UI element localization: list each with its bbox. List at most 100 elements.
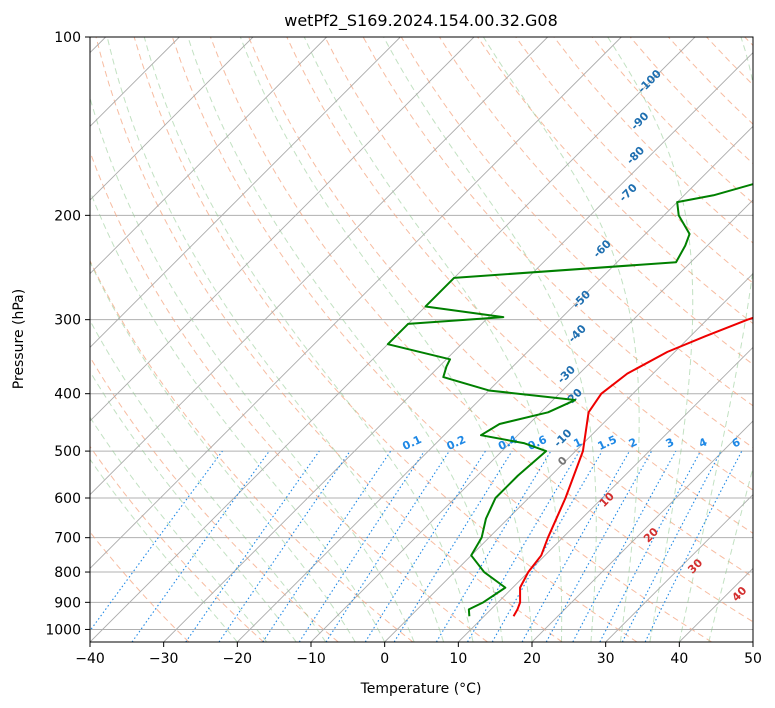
- moist-adiabat-line: [607, 37, 694, 642]
- x-axis-ticks: −40 −30 −20 −10 0 10 20 30 40 50: [75, 642, 762, 667]
- moist-adiabat-line: [90, 370, 297, 642]
- dry-adiabat-line: [591, 37, 753, 204]
- mixing-ratio-label: 3: [664, 435, 676, 450]
- dry-adiabat-label: -50: [570, 288, 593, 311]
- mixing-ratio-line: [325, 450, 450, 642]
- dry-adiabat-line: [248, 37, 753, 578]
- mixing-ratio-line: [185, 450, 320, 642]
- mixing-ratio-line: [364, 450, 486, 642]
- x-tick-label: 0: [380, 651, 389, 667]
- dry-adiabat-line: [90, 356, 339, 642]
- moist-adiabat-line: [90, 189, 386, 642]
- x-tick-label: −30: [149, 651, 179, 667]
- moist-adiabat-line: [90, 458, 238, 642]
- dry-adiabat-line: [515, 37, 753, 284]
- y-tick-label: 1000: [45, 622, 81, 638]
- x-tick-label: 20: [523, 651, 541, 667]
- moist-adiabat-label: 0: [555, 454, 570, 469]
- x-tick-label: 50: [744, 651, 762, 667]
- moist-adiabats: [90, 37, 753, 642]
- mixing-ratio-label: 2: [627, 435, 639, 450]
- isotherm-line: [90, 37, 327, 275]
- isotherm-line: [90, 37, 401, 348]
- y-tick-label: 200: [54, 208, 81, 224]
- isotherm-line: [163, 52, 753, 642]
- moist-adiabat-line: [678, 37, 753, 642]
- isotherm-line: [679, 567, 753, 642]
- mixing-ratio-line: [90, 450, 223, 632]
- y-axis-label: Pressure (hPa): [11, 289, 27, 389]
- dry-adiabat-line: [90, 445, 264, 642]
- dry-adiabats: [90, 37, 753, 642]
- mixing-ratio-line: [393, 450, 513, 642]
- isotherm-line: [458, 346, 753, 642]
- dry-adiabat-label: -70: [617, 181, 640, 204]
- dry-adiabat-line: [210, 37, 753, 623]
- dewpoint-profile-line: [386, 183, 753, 617]
- moist-adiabat-label: 40: [729, 584, 749, 604]
- dry-adiabat-label: -60: [591, 237, 614, 260]
- y-tick-label: 500: [54, 444, 81, 460]
- y-tick-label: 600: [54, 491, 81, 507]
- mixing-ratio-line: [262, 450, 392, 642]
- mixing-ratio-label: 1.5: [596, 433, 619, 453]
- y-tick-label: 900: [54, 595, 81, 611]
- moist-adiabat-line: [143, 37, 474, 642]
- mixing-ratio-labels: 0.10.20.40.611.52346810131620253036: [400, 433, 742, 453]
- dry-adiabat-line: [744, 37, 753, 47]
- moist-adiabat-line: [90, 416, 268, 642]
- x-tick-label: 30: [597, 651, 615, 667]
- mixing-ratio-line: [572, 450, 677, 642]
- mixing-ratio-label: 0.2: [445, 433, 468, 453]
- y-axis-ticks: 100 200 300 400 500 600 700 800 900 1000: [45, 30, 90, 638]
- x-tick-label: 40: [670, 651, 688, 667]
- dry-adiabat-line: [133, 37, 638, 642]
- moist-adiabat-line: [90, 319, 327, 642]
- mixing-ratio-lines: [90, 450, 743, 642]
- isotherm-line: [531, 420, 753, 642]
- isotherm-line: [90, 37, 475, 422]
- mixing-ratio-line: [298, 450, 425, 642]
- plot-area: 0.10.20.40.611.52346810131620253036 -100…: [90, 37, 753, 642]
- mixing-ratio-label: 0.1: [400, 433, 423, 453]
- y-tick-label: 100: [54, 30, 81, 46]
- x-tick-label: −10: [296, 651, 326, 667]
- dry-adiabat-line: [668, 37, 753, 125]
- isotherm-line: [310, 199, 753, 642]
- y-tick-label: 800: [54, 565, 81, 581]
- moist-adiabat-line: [106, 37, 445, 642]
- dry-adiabat-line: [553, 37, 753, 244]
- isotherm-line: [90, 37, 622, 569]
- moist-adiabat-line: [239, 37, 533, 642]
- dry-adiabat-line: [706, 37, 753, 86]
- mixing-ratio-label: 4: [697, 435, 710, 450]
- moist-adiabat-label: 10: [597, 490, 617, 510]
- moist-adiabat-line: [383, 37, 597, 642]
- dry-adiabat-label: -100: [635, 67, 664, 96]
- mixing-ratio-line: [467, 450, 580, 642]
- dry-adiabat-line: [90, 531, 190, 642]
- plot-frame: [89, 36, 754, 643]
- isotherm-line: [605, 494, 753, 642]
- moist-adiabat-label: 20: [641, 525, 661, 545]
- x-tick-label: −20: [223, 651, 253, 667]
- dry-adiabat-label: -80: [624, 144, 647, 167]
- isotherm-line: [384, 273, 753, 642]
- dry-adiabat-label: -30: [555, 363, 578, 386]
- isotherm-line: [90, 37, 254, 201]
- y-tick-label: 700: [54, 531, 81, 547]
- mixing-ratio-line: [644, 450, 743, 642]
- dry-adiabat-line: [90, 259, 414, 642]
- x-tick-label: −40: [75, 651, 105, 667]
- mixing-ratio-label: 0.4: [496, 433, 519, 453]
- temperature-profile-line: [512, 316, 753, 617]
- moist-adiabat-line: [303, 37, 563, 642]
- mixing-ratio-line: [131, 450, 270, 642]
- dry-adiabat-line: [171, 37, 712, 642]
- mixing-ratio-line: [521, 450, 630, 642]
- chart-title: wetPf2_S169.2024.154.00.32.G08: [284, 11, 558, 31]
- isotherm-line: [752, 641, 753, 642]
- dry-adiabat-line: [95, 37, 563, 642]
- x-tick-label: 10: [449, 651, 467, 667]
